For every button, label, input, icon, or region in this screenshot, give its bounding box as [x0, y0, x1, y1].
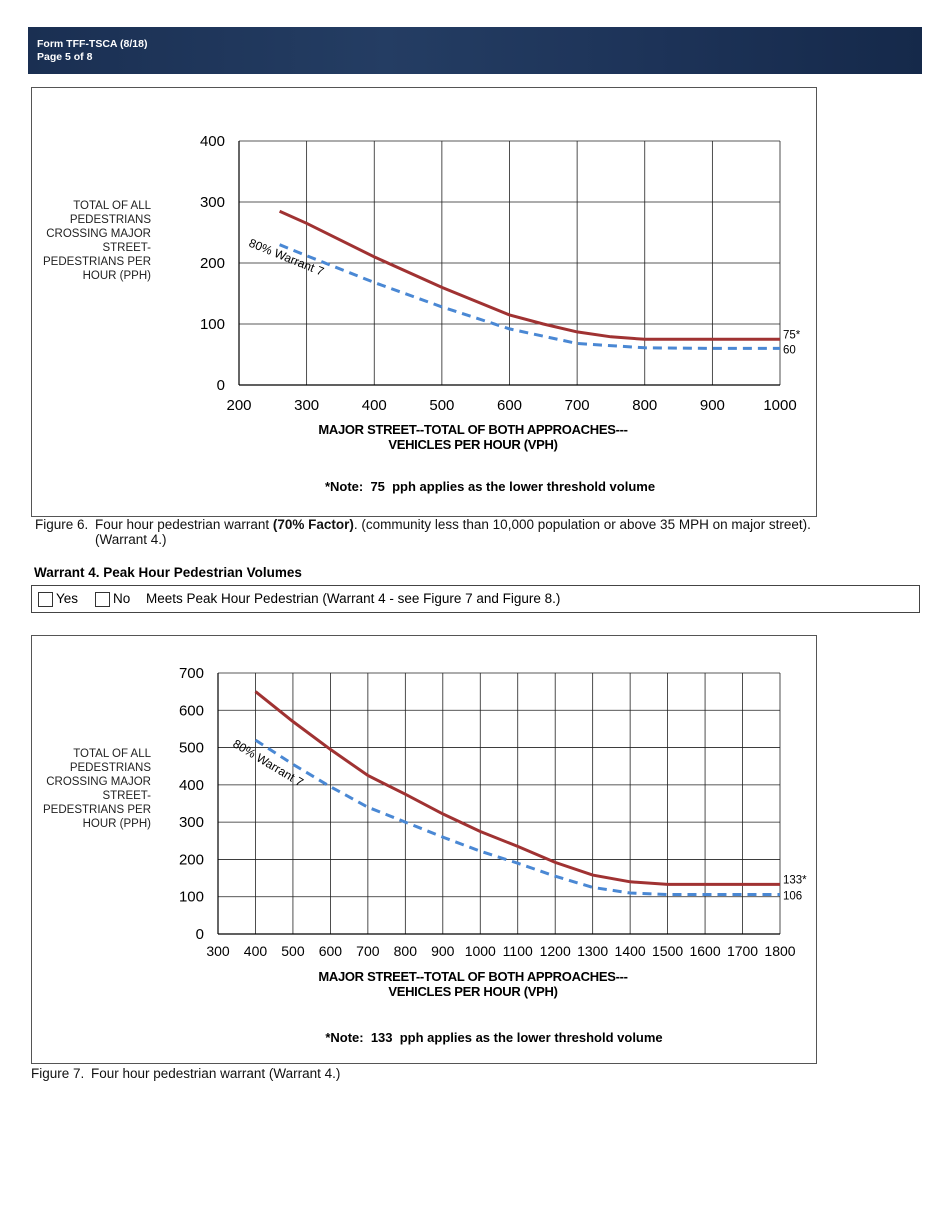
x-tick-label: 600 [319, 943, 343, 959]
chart: 0 100 200 300 400 200 300 400 500 600 700 800 900 100… [200, 133, 801, 494]
x-axis-label: MAJOR STREET--TOTAL OF BOTH APPROACHES--… [318, 969, 627, 984]
chart-box: 0 100 200 300 400 500 600 700 300 400 500 600 700 800… [31, 635, 817, 1064]
x-tick-label: 900 [700, 397, 725, 414]
y-tick-label: 400 [200, 133, 225, 150]
x-tick-label: 700 [356, 943, 380, 959]
form-id: Form TFF-TSCA (8/18) [37, 38, 148, 50]
x-tick-label: 700 [565, 397, 590, 414]
x-tick-label: 1400 [615, 943, 646, 959]
checkbox-no[interactable] [95, 592, 110, 607]
data-line [278, 209, 780, 341]
data-line [254, 738, 780, 896]
x-tick-label: 200 [226, 397, 251, 414]
x-tick-label: 500 [429, 397, 454, 414]
end-label: 133* [783, 874, 807, 886]
x-tick-label: 1100 [503, 943, 533, 959]
checkbox-label: No [113, 591, 131, 606]
header-bar: Form TFF-TSCA (8/18) Page 5 of 8 [28, 27, 922, 74]
x-tick-label: 1200 [540, 943, 571, 959]
x-tick-label: 1600 [689, 943, 720, 959]
y-tick-label: 200 [200, 255, 225, 272]
y-tick-label: 0 [217, 377, 225, 394]
x-tick-label: 400 [244, 943, 268, 959]
chart-note: *Note: 75 pph applies as the lower thres… [325, 479, 655, 494]
y-tick-label: 400 [179, 777, 204, 794]
x-tick-label: 400 [362, 397, 387, 414]
end-label: 106 [783, 890, 802, 902]
caption-label: Figure 6. [35, 517, 89, 532]
x-tick-label: 500 [281, 943, 305, 959]
x-tick-label: 1000 [763, 397, 796, 414]
caption: Figure 7. Four hour pedestrian warrant (W… [31, 1066, 340, 1081]
x-tick-label: 600 [497, 397, 522, 414]
x-axis-label: MAJOR STREET--TOTAL OF BOTH APPROACHES--… [318, 422, 627, 437]
data-line [279, 243, 780, 350]
x-tick-label: 800 [394, 943, 418, 959]
x-tick-label: 1800 [764, 943, 795, 959]
checkbox-yes[interactable] [38, 592, 53, 607]
x-tick-label: 300 [206, 943, 230, 959]
y-tick-label: 200 [179, 851, 204, 868]
x-tick-label: 1700 [727, 943, 758, 959]
warrant-box: Yes No Meets Peak Hour Pedestrian (Warra… [31, 585, 920, 613]
x-tick-label: 1500 [652, 943, 683, 959]
x-tick-label: 800 [632, 397, 657, 414]
caption-text: . (community less than 10,000 population… [353, 517, 811, 532]
y-tick-label: 300 [200, 194, 225, 211]
chart-note: *Note: 133 pph applies as the lower thre… [325, 1030, 662, 1045]
y-tick-label: 0 [196, 926, 204, 943]
caption-bold: (70% Factor) [272, 517, 354, 532]
page-number: Page 5 of 8 [37, 51, 93, 63]
x-axis-label: VEHICLES PER HOUR (VPH) [388, 984, 557, 999]
x-tick-label: 900 [431, 943, 455, 959]
data-line [254, 690, 780, 886]
x-axis-label: VEHICLES PER HOUR (VPH) [388, 437, 557, 452]
chart-box: 0 100 200 300 400 200 300 400 500 600 700 800 900 100… [31, 87, 817, 517]
end-label: 75* [783, 329, 801, 341]
y-axis-label: TOTAL OF ALL PEDESTRIANS CROSSING MAJOR … [43, 748, 151, 830]
y-tick-label: 500 [179, 740, 204, 757]
chart: 0 100 200 300 400 500 600 700 300 400 500 600 700 800… [179, 665, 807, 1045]
caption-label: Figure 7. [31, 1066, 85, 1081]
checkbox-label: Yes [56, 591, 79, 606]
end-label: 60 [783, 344, 796, 356]
caption-text: Four hour pedestrian warrant [95, 517, 273, 532]
x-tick-label: 300 [294, 397, 319, 414]
y-tick-label: 600 [179, 702, 204, 719]
y-tick-label: 100 [179, 889, 204, 906]
warrant-text: Meets Peak Hour Pedestrian (Warrant 4 - … [146, 591, 561, 606]
y-tick-label: 100 [200, 316, 225, 333]
caption-text: Four hour pedestrian warrant (Warrant 4.… [91, 1066, 341, 1081]
caption: Figure 6. Four hour pedestrian warrant (7… [35, 517, 811, 547]
section-heading: Warrant 4. Peak Hour Pedestrian Volumes [34, 565, 302, 580]
x-tick-label: 1300 [577, 943, 608, 959]
y-tick-label: 700 [179, 665, 204, 682]
caption-text: (Warrant 4.) [95, 532, 167, 547]
x-tick-label: 1000 [465, 943, 496, 959]
series-annotation: 80% Warrant 7 [230, 737, 306, 790]
y-axis-label: TOTAL OF ALL PEDESTRIANS CROSSING MAJOR … [43, 200, 151, 282]
y-tick-label: 300 [179, 814, 204, 831]
